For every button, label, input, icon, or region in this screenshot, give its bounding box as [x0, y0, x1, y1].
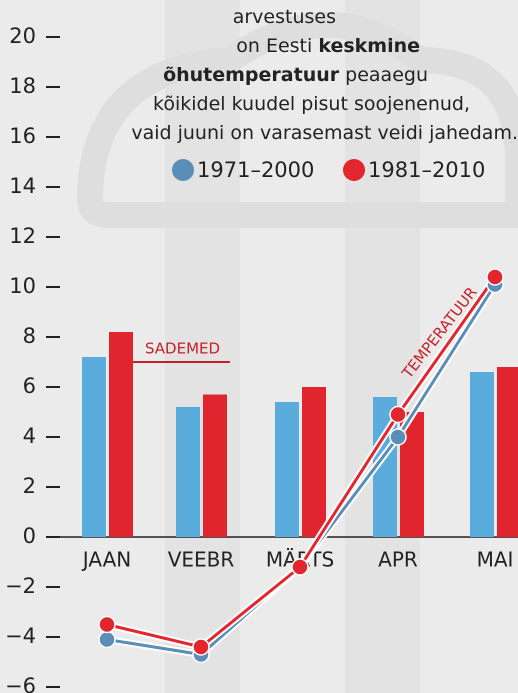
intro-segment: on Eesti [236, 35, 318, 57]
y-tick-label: 2 [23, 474, 36, 498]
x-tick-label: JAAN [81, 548, 131, 572]
line-marker [292, 559, 308, 575]
x-tick-label: MAI [477, 548, 514, 572]
y-tick-label: 14 [9, 174, 36, 198]
bar [470, 372, 494, 537]
y-tick-label: 18 [9, 74, 36, 98]
bar [176, 407, 200, 537]
y-tick-label: −6 [5, 674, 36, 693]
x-tick-label: APR [378, 548, 418, 572]
legend-label: 1981–2010 [368, 158, 485, 182]
intro-segment: keskmine [318, 35, 420, 57]
intro-text: vaid juuni on varasemast veidi jahedam. [131, 122, 518, 144]
intro-segment: arvestuses [233, 6, 336, 28]
line-marker [99, 617, 115, 633]
intro-segment: õhutemperatuur [163, 64, 340, 86]
bar [302, 387, 326, 537]
line-marker [390, 429, 406, 445]
y-tick-label: −4 [5, 624, 36, 648]
line-marker [487, 269, 503, 285]
chart: −6−4−202468101214161820JAANVEEBRMÄRTSAPR… [0, 0, 518, 693]
annotation: SADEMED [145, 340, 220, 358]
y-tick-label: 8 [23, 324, 36, 348]
line-marker [193, 639, 209, 655]
intro-text: arvestuses [233, 6, 336, 28]
y-tick-label: 12 [9, 224, 36, 248]
legend-label: 1971–2000 [197, 158, 314, 182]
y-tick-label: 16 [9, 124, 36, 148]
intro-text: on Eesti keskmine [236, 35, 420, 57]
bar [203, 395, 227, 538]
line-marker [99, 632, 115, 648]
x-tick-label: VEEBR [168, 548, 235, 572]
bar [275, 402, 299, 537]
intro-segment: peaaegu [339, 64, 428, 86]
y-tick-label: 20 [9, 24, 36, 48]
bar [82, 357, 106, 537]
intro-segment: kõikidel kuudel pisut soojenenud, [153, 93, 470, 115]
intro-text: õhutemperatuur peaaegu [163, 64, 428, 86]
bar [497, 367, 518, 537]
y-tick-label: 0 [23, 524, 36, 548]
bar [109, 332, 133, 537]
legend-marker [172, 159, 194, 181]
y-tick-label: −2 [5, 574, 36, 598]
intro-segment: vaid juuni on varasemast veidi jahedam. [131, 122, 518, 144]
y-tick-label: 6 [23, 374, 36, 398]
y-tick-label: 4 [23, 424, 36, 448]
y-tick-label: 10 [9, 274, 36, 298]
intro-text: kõikidel kuudel pisut soojenenud, [153, 93, 470, 115]
legend-marker [343, 159, 365, 181]
line-marker [390, 407, 406, 423]
